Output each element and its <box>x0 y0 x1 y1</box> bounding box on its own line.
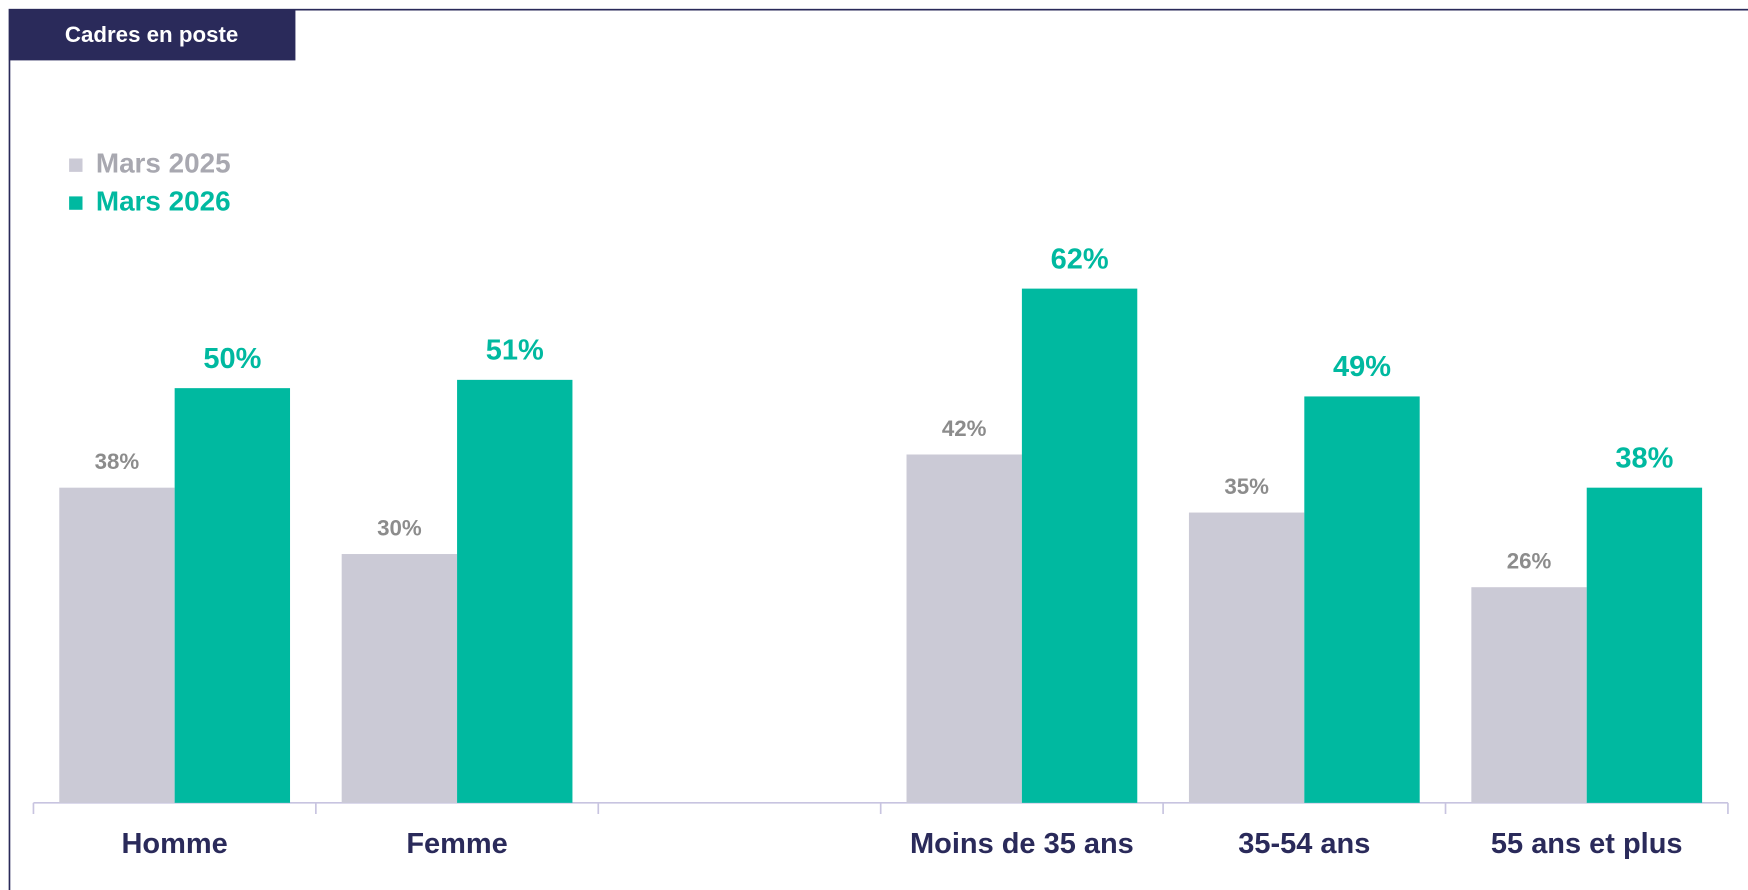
frame <box>8 8 1748 890</box>
chart-title: Cadres en poste <box>65 22 238 47</box>
value-label: 42% <box>942 416 987 441</box>
x-tick-label: 35-54 ans <box>1238 828 1370 860</box>
title-tab <box>8 9 296 61</box>
bar <box>1021 288 1138 803</box>
value-label: 50% <box>203 343 261 375</box>
bar <box>59 487 175 803</box>
bar <box>906 454 1022 803</box>
value-label: 30% <box>377 515 422 540</box>
legend-label: Mars 2026 <box>96 185 231 216</box>
value-label: 26% <box>1507 549 1552 574</box>
x-tick-label: Femme <box>406 828 507 860</box>
bar <box>457 379 573 803</box>
value-label: 62% <box>1051 243 1109 275</box>
bar <box>174 388 291 803</box>
bar <box>341 554 458 803</box>
x-tick-label: 55 ans et plus <box>1491 828 1683 860</box>
bar <box>1188 512 1305 803</box>
value-label: 51% <box>486 335 544 367</box>
value-label: 49% <box>1333 351 1391 383</box>
value-label: 38% <box>95 449 140 474</box>
legend-swatch <box>69 196 83 210</box>
x-tick-label: Homme <box>122 828 228 860</box>
legend-label: Mars 2025 <box>96 148 231 179</box>
bar <box>1304 396 1420 803</box>
bar <box>1586 487 1703 803</box>
x-tick-label: Moins de 35 ans <box>910 828 1134 860</box>
value-label: 38% <box>1615 442 1673 474</box>
bar <box>1471 587 1587 803</box>
legend-swatch <box>69 158 83 172</box>
value-label: 35% <box>1224 474 1269 499</box>
